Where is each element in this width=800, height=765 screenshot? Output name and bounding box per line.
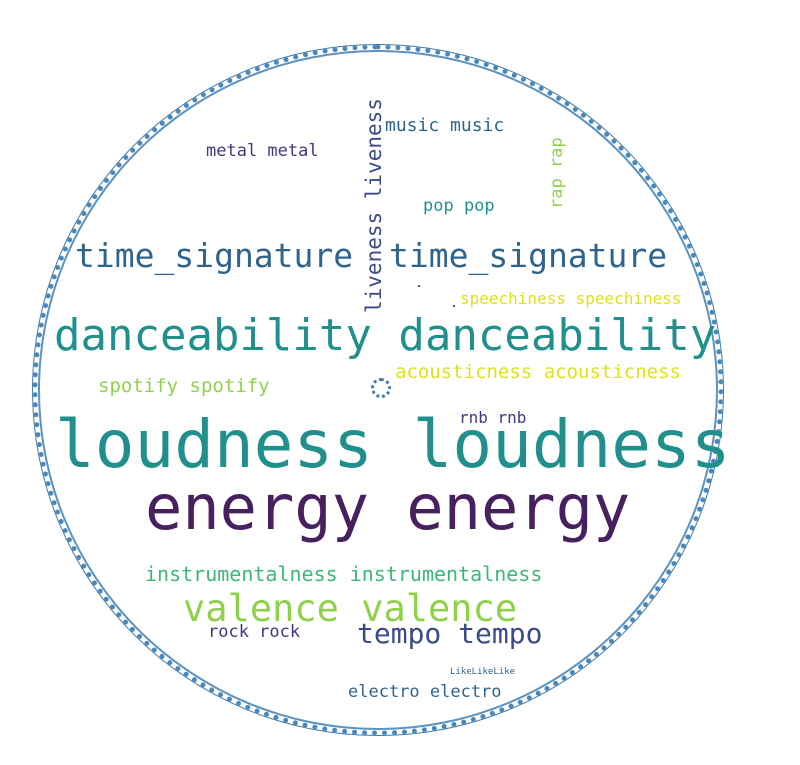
word-rock: rock rock: [208, 622, 301, 642]
speck: [418, 285, 420, 287]
word-instrumentalness: instrumentalness instrumentalness: [145, 562, 543, 586]
word-valence: valence valence: [183, 587, 518, 630]
word-energy: energy energy: [145, 471, 631, 544]
word-tempo: tempo tempo: [357, 617, 543, 650]
word-music: music music: [385, 115, 505, 136]
word-liveness: liveness liveness: [362, 98, 386, 313]
word-loudness: loudness loudness: [55, 406, 731, 483]
circle-outline: [33, 45, 723, 735]
word-metal: metal metal: [206, 141, 319, 161]
word-rap: rap rap: [547, 137, 567, 209]
word-electro: electro electro: [348, 682, 502, 702]
word-time-signature-left: time_signature: [75, 236, 354, 275]
word-pop: pop pop: [423, 196, 495, 216]
word-speechiness: speechiness speechiness: [460, 289, 682, 308]
word-time-signature-right: time_signature: [389, 236, 668, 275]
word-acousticness: acousticness acousticness: [395, 361, 681, 383]
blob-shape: [371, 378, 391, 398]
word-rnb: rnb rnb: [459, 408, 527, 427]
word-spotify: spotify spotify: [98, 375, 270, 397]
speck: [453, 305, 455, 307]
word-danceability: danceability danceability: [54, 310, 717, 361]
word-like: LikeLikeLike: [450, 667, 516, 677]
